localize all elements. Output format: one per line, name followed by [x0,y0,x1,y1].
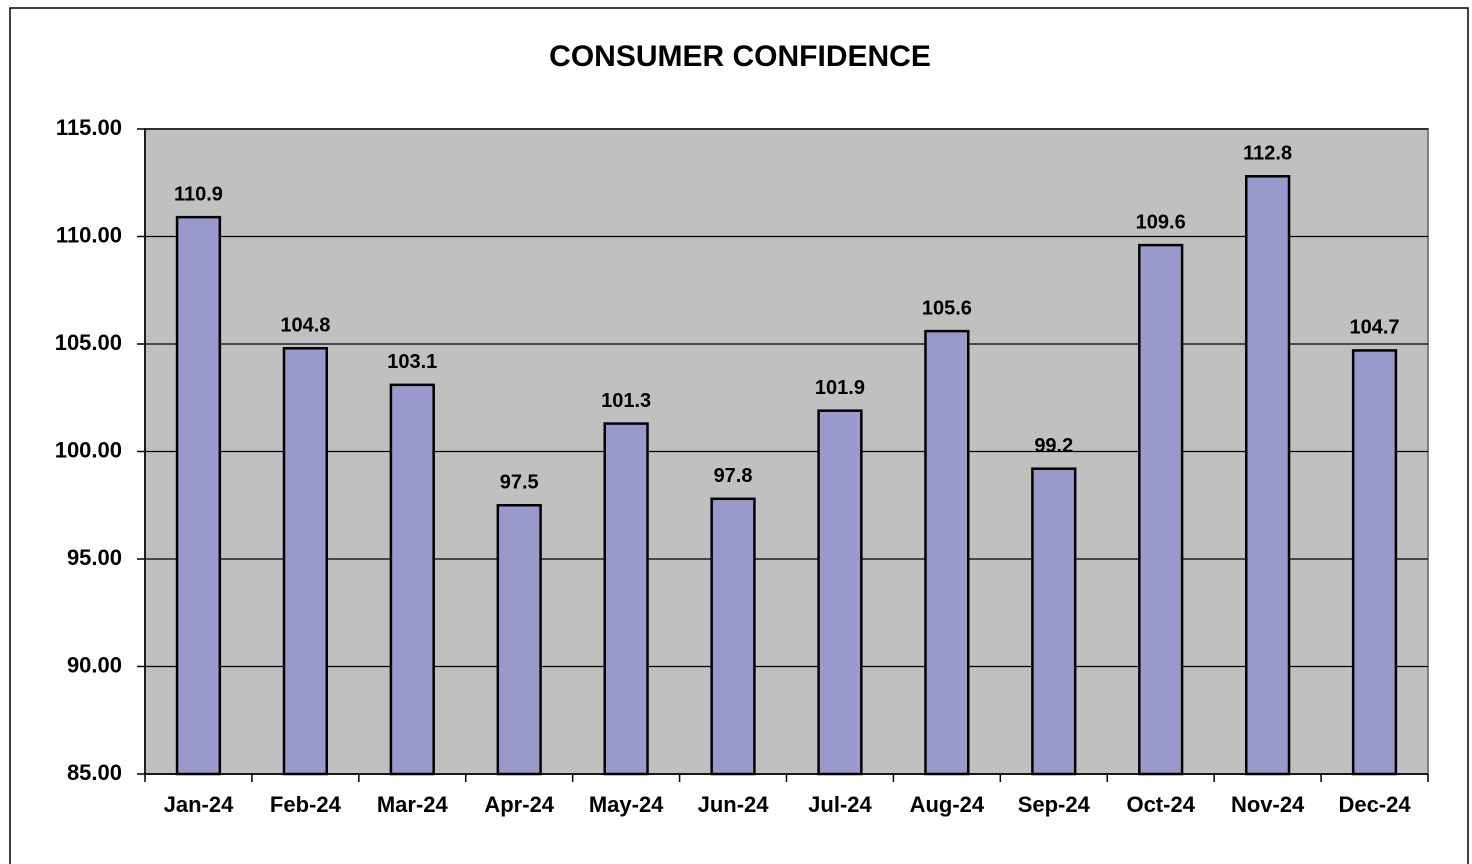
x-tick-label: Dec-24 [1338,792,1411,817]
bar [1244,175,1291,776]
x-tick-label: Jun-24 [698,792,770,817]
y-tick-label: 115.00 [56,115,122,140]
data-label: 105.6 [922,297,972,319]
x-tick-label: Jul-24 [808,792,872,817]
x-tick-label: Jan-24 [164,792,234,817]
data-label: 104.7 [1350,317,1400,339]
data-label: 101.9 [815,377,865,399]
chart-title: CONSUMER CONFIDENCE [549,40,931,73]
x-tick-label: Sep-24 [1018,792,1091,817]
y-tick-label: 95.00 [67,545,122,570]
y-tick-label: 110.00 [56,222,122,247]
x-tick-label: Nov-24 [1231,792,1305,817]
bar [175,215,222,776]
bar [389,383,435,776]
x-tick-label: Feb-24 [270,792,342,817]
y-tick-label: 90.00 [67,652,122,677]
bar [1031,467,1077,776]
bar [1138,243,1184,776]
x-tick-label: Aug-24 [910,792,985,817]
y-tick-label: 85.00 [67,760,122,785]
bar [1351,349,1398,776]
x-tick-label: Mar-24 [377,792,449,817]
bar [817,409,863,776]
data-label: 97.8 [714,465,753,487]
bar [924,329,970,776]
bar [603,422,649,776]
data-label: 103.1 [387,351,437,373]
bar [710,497,756,776]
data-label: 104.8 [280,315,330,337]
x-tick-label: Oct-24 [1126,792,1195,817]
data-label: 101.3 [601,390,651,412]
data-label: 99.2 [1034,435,1073,457]
data-label: 97.5 [500,472,539,494]
bar [496,504,542,776]
y-tick-label: 105.00 [55,330,122,355]
bar [282,347,329,776]
data-label: 109.6 [1136,211,1186,233]
data-label: 112.8 [1243,143,1292,165]
y-tick-label: 100.00 [55,437,122,462]
x-tick-label: Apr-24 [484,792,554,817]
x-tick-label: May-24 [589,792,664,817]
data-label: 110.9 [174,183,223,205]
